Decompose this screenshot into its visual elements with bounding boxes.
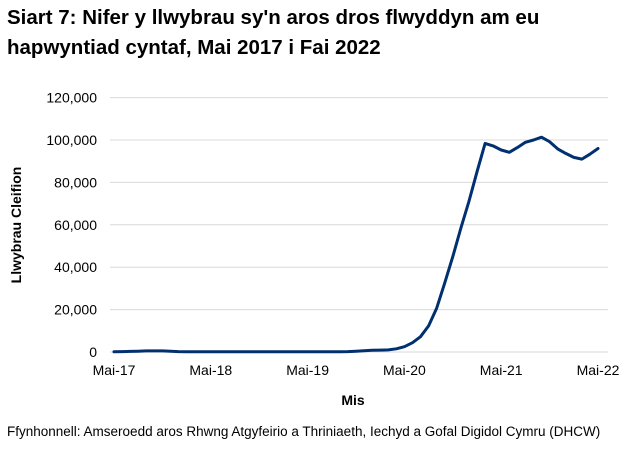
series-line xyxy=(112,135,600,354)
y-tick-label: 80,000 xyxy=(54,174,97,190)
x-tick-label: Mai-19 xyxy=(286,362,329,378)
gridlines xyxy=(110,97,608,353)
x-tick-label: Mai-17 xyxy=(93,362,136,378)
x-tick-label: Mai-22 xyxy=(577,362,620,378)
chart-title: Siart 7: Nifer y llwybrau sy'n aros dros… xyxy=(7,6,540,59)
y-axis-title: Llwybrau Cleifion xyxy=(8,167,24,284)
y-tick-label: 60,000 xyxy=(54,217,97,233)
y-tick-labels: 0 20,000 40,000 60,000 80,000 100,000 120,000 xyxy=(46,90,97,360)
y-tick-label: 0 xyxy=(89,344,97,360)
x-axis-title: Mis xyxy=(341,392,365,408)
x-tick-labels: Mai-17 Mai-18 Mai-19 Mai-20 Mai-21 Mai-22 xyxy=(93,362,620,378)
source-note: Ffynhonnell: Amseroedd aros Rhwng Atgyfe… xyxy=(7,424,601,439)
y-tick-label: 20,000 xyxy=(54,302,97,318)
x-tick-label: Mai-20 xyxy=(383,362,426,378)
y-tick-label: 120,000 xyxy=(46,90,97,106)
y-tick-label: 40,000 xyxy=(54,259,97,275)
series-lines xyxy=(112,135,600,354)
x-tick-label: Mai-21 xyxy=(480,362,523,378)
y-tick-label: 100,000 xyxy=(46,132,97,148)
x-tick-label: Mai-18 xyxy=(189,362,232,378)
